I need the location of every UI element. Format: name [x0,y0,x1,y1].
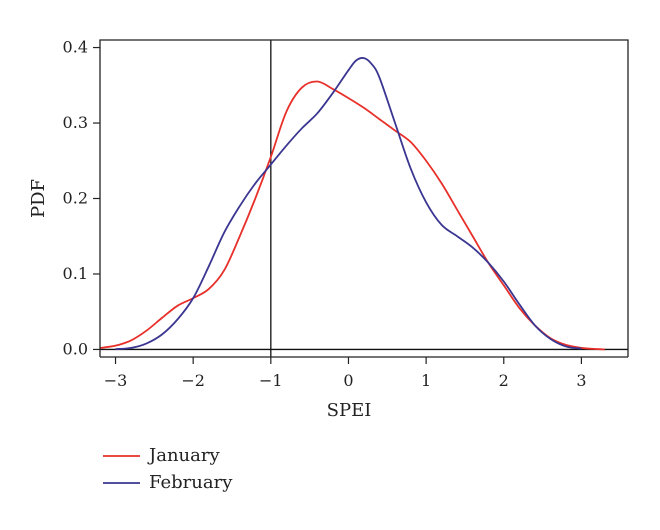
y-tick-label: 0.4 [63,38,88,57]
y-tick-label: 0.3 [63,113,88,132]
legend-label-january: January [147,445,220,466]
x-tick-label: −3 [104,371,128,390]
x-tick-label: −2 [181,371,205,390]
series-line-february [115,57,582,350]
y-axis-title: PDF [28,179,49,218]
x-tick-label: 1 [421,371,431,390]
x-tick-label: 3 [576,371,586,390]
legend-label-february: February [149,472,233,493]
y-tick-label: 0.2 [63,189,88,208]
series-line-january [99,80,605,351]
x-tick-label: −1 [259,371,283,390]
y-tick-label: 0.0 [63,339,88,358]
x-axis-title: SPEI [327,400,372,421]
y-tick-label: 0.1 [63,264,88,283]
x-tick-label: 2 [499,371,509,390]
x-tick-label: 0 [343,371,353,390]
